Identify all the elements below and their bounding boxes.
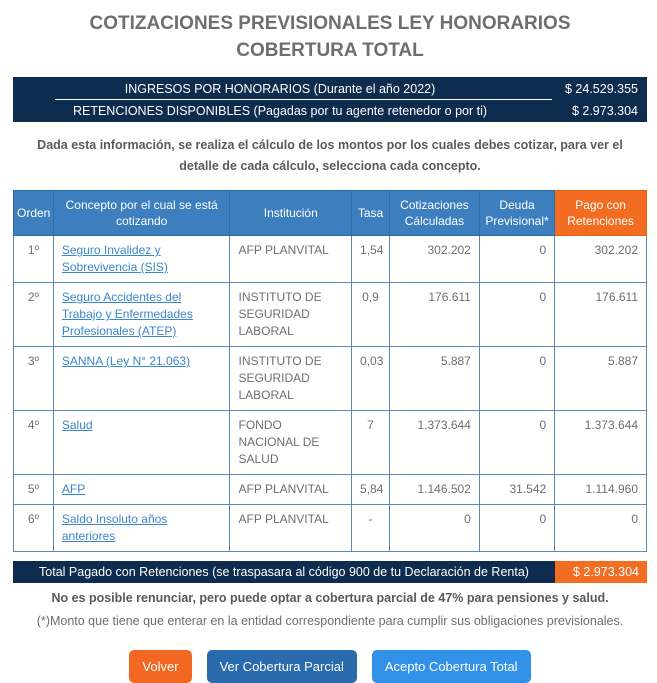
tasa-cell: 0,03 [351, 346, 390, 411]
concept-link-sis[interactable]: Seguro Invalidez y Sobrevivencia (SIS) [61, 243, 168, 274]
col-header-deuda: Deuda Previsional* [478, 190, 556, 236]
concept-link-afp[interactable]: AFP [61, 482, 86, 496]
table-row: 1º Seguro Invalidez y Sobrevivencia (SIS… [13, 235, 647, 283]
cotizaciones-cell: 1.146.502 [388, 474, 480, 505]
col-header-cotizaciones: Cotizaciones Cálculadas [388, 190, 480, 236]
table-row: 5º AFP AFP PLANVITAL 5,84 1.146.502 31.5… [13, 474, 647, 505]
cotizaciones-cell: 0 [388, 504, 480, 552]
pago-cell: 5.887 [554, 346, 647, 411]
summary-value-ingresos: $ 24.529.355 [565, 81, 638, 96]
orden-cell: 3º [13, 346, 54, 411]
cotizaciones-cell: 302.202 [388, 235, 480, 283]
deuda-cell: 0 [478, 282, 556, 347]
tasa-cell: 0,9 [351, 282, 390, 347]
institution-cell: AFP PLANVITAL [229, 504, 353, 552]
page-title-line1: COTIZACIONES PREVISIONALES LEY HONORARIO… [89, 13, 571, 34]
summary-row-ingresos: INGRESOS POR HONORARIOS (Durante el año … [13, 79, 647, 98]
institution-cell: FONDO NACIONAL DE SALUD [229, 410, 353, 475]
col-header-tasa: Tasa [351, 190, 390, 236]
cotizaciones-cell: 176.611 [388, 282, 480, 347]
orden-cell: 4º [13, 410, 54, 475]
pago-cell: 176.611 [554, 282, 647, 347]
orden-cell: 5º [13, 474, 54, 505]
summary-label-ingresos: INGRESOS POR HONORARIOS (Durante el año … [124, 81, 436, 96]
total-value: $ 2.973.304 [555, 561, 647, 583]
table-row: 3º SANNA (Ley N° 21.063) INSTITUTO DE SE… [13, 346, 647, 411]
footnote: (*)Monto que tiene que enterar en la ent… [36, 614, 624, 628]
concept-link-saldo-insoluto[interactable]: Saldo Insoluto años anteriores [61, 512, 168, 543]
tasa-cell: 5,84 [351, 474, 390, 505]
volver-button[interactable]: Volver [129, 650, 192, 683]
pago-cell: 302.202 [554, 235, 647, 283]
tasa-cell: - [351, 504, 390, 552]
pago-cell: 1.373.644 [554, 410, 647, 475]
page-container: COTIZACIONES PREVISIONALES LEY HONORARIO… [0, 10, 657, 683]
summary-value-retenciones: $ 2.973.304 [571, 103, 638, 118]
pago-cell: 1.114.960 [554, 474, 647, 505]
contributions-table: Orden Concepto por el cual se está cotiz… [13, 190, 647, 552]
summary-row-retenciones: RETENCIONES DISPONIBLES (Pagadas por tu … [13, 101, 647, 120]
orden-cell: 2º [13, 282, 54, 347]
deuda-cell: 0 [478, 504, 556, 552]
institution-cell: INSTITUTO DE SEGURIDAD LABORAL [229, 282, 353, 347]
col-header-institucion: Institución [229, 190, 353, 236]
institution-cell: INSTITUTO DE SEGURIDAD LABORAL [229, 346, 353, 411]
col-header-pago: Pago con Retenciones [554, 190, 647, 236]
intro-text: Dada esta información, se realiza el cál… [37, 138, 623, 173]
concept-link-sanna[interactable]: SANNA (Ley N° 21.063) [61, 354, 191, 368]
cotizaciones-cell: 5.887 [388, 346, 480, 411]
table-header-row: Orden Concepto por el cual se está cotiz… [13, 190, 647, 236]
total-bar: Total Pagado con Retenciones (se traspas… [13, 561, 647, 583]
institution-cell: AFP PLANVITAL [229, 474, 353, 505]
orden-cell: 6º [13, 504, 54, 552]
orden-cell: 1º [13, 235, 54, 283]
deuda-cell: 0 [478, 346, 556, 411]
page-title: COTIZACIONES PREVISIONALES LEY HONORARIO… [43, 10, 617, 64]
table-row: 2º Seguro Accidentes del Trabajo y Enfer… [13, 282, 647, 347]
acepto-cobertura-total-button[interactable]: Acepto Cobertura Total [371, 650, 531, 683]
pago-cell: 0 [554, 504, 647, 552]
concept-link-salud[interactable]: Salud [61, 418, 93, 432]
ver-cobertura-parcial-button[interactable]: Ver Cobertura Parcial [206, 650, 357, 683]
table-row: 4º Salud FONDO NACIONAL DE SALUD 7 1.373… [13, 410, 647, 475]
col-header-orden: Orden [13, 190, 54, 236]
tasa-cell: 1,54 [351, 235, 390, 283]
summary-panel: INGRESOS POR HONORARIOS (Durante el año … [13, 77, 647, 122]
tasa-cell: 7 [351, 410, 390, 475]
page-title-line2: COBERTURA TOTAL [236, 40, 424, 61]
cotizaciones-cell: 1.373.644 [388, 410, 480, 475]
note-bold: No es posible renunciar, pero puede opta… [51, 591, 609, 605]
concept-link-atep[interactable]: Seguro Accidentes del Trabajo y Enfermed… [61, 290, 193, 338]
deuda-cell: 0 [478, 410, 556, 475]
summary-label-retenciones: RETENCIONES DISPONIBLES (Pagadas por tu … [72, 103, 488, 118]
institution-cell: AFP PLANVITAL [229, 235, 353, 283]
deuda-cell: 0 [478, 235, 556, 283]
summary-divider [55, 99, 552, 100]
deuda-cell: 31.542 [478, 474, 556, 505]
action-buttons: Volver Ver Cobertura Parcial Acepto Cobe… [13, 650, 647, 683]
table-row: 6º Saldo Insoluto años anteriores AFP PL… [13, 504, 647, 552]
col-header-concepto: Concepto por el cual se está cotizando [52, 190, 231, 236]
total-label: Total Pagado con Retenciones (se traspas… [39, 565, 529, 579]
